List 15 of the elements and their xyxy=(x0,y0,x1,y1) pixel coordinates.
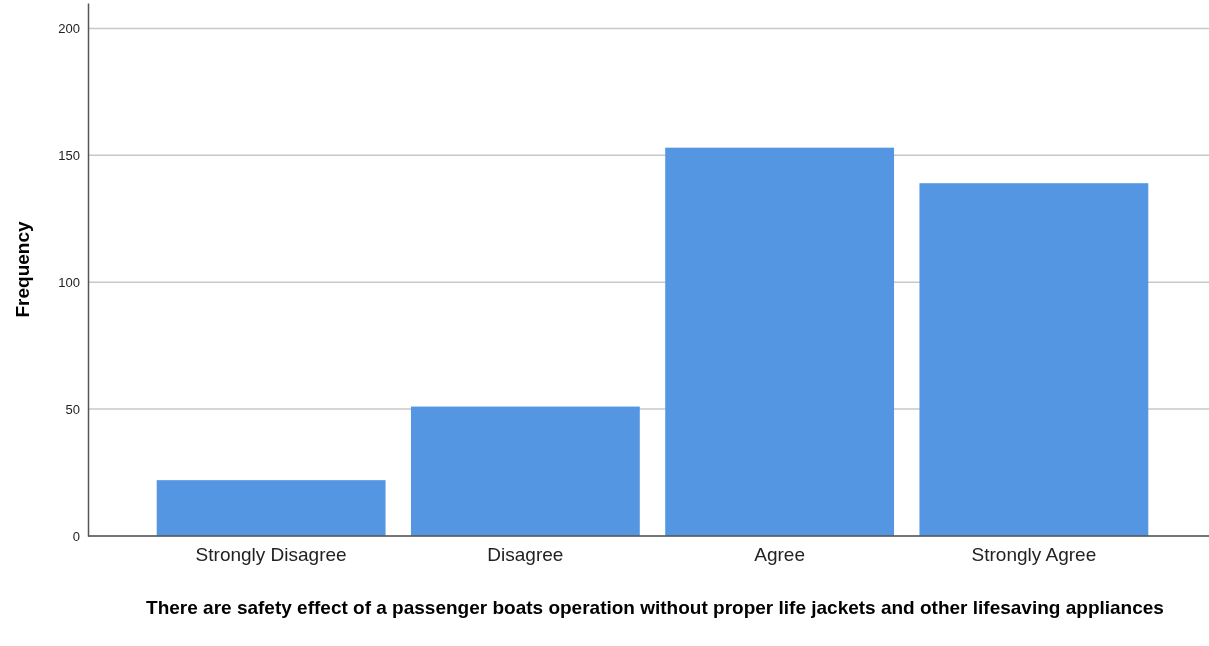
x-tick-label: Strongly Disagree xyxy=(195,544,347,566)
y-tick-label: 200 xyxy=(58,21,80,37)
y-tick-label: 50 xyxy=(65,401,80,417)
bar xyxy=(665,147,895,536)
y-tick-label: 150 xyxy=(58,147,80,163)
x-tick-label: Disagree xyxy=(487,544,564,566)
bar xyxy=(156,480,386,536)
x-axis-title: There are safety effect of a passenger boats operation without proper life jackets and other lifesaving appliances xyxy=(146,597,1164,618)
bar xyxy=(919,183,1149,536)
y-axis-title: Frequency xyxy=(12,221,33,318)
x-tick-label: Strongly Agree xyxy=(971,544,1097,566)
bar xyxy=(410,406,640,536)
y-tick-label: 0 xyxy=(72,528,80,544)
y-tick-label: 100 xyxy=(58,274,80,290)
x-tick-label: Agree xyxy=(754,544,805,566)
